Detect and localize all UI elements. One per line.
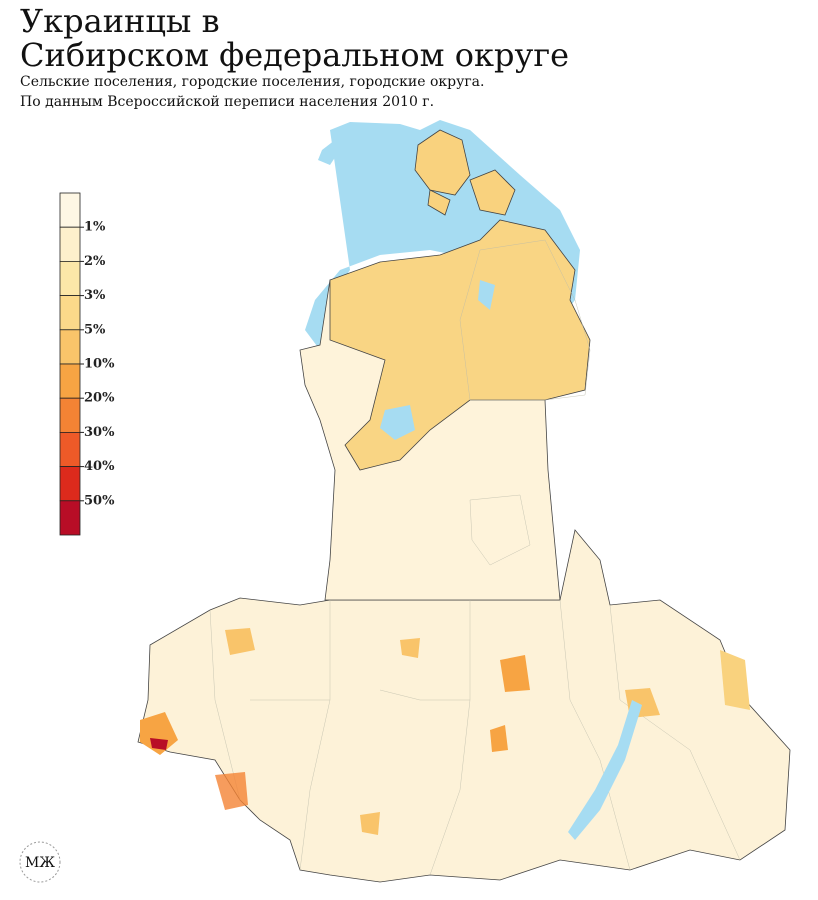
area <box>225 628 255 655</box>
legend-swatch <box>59 431 81 467</box>
area <box>140 712 178 755</box>
sea <box>305 120 580 350</box>
subtitle-line: По данным Всероссийской переписи населен… <box>20 94 434 110</box>
sea <box>318 140 340 165</box>
area <box>720 650 750 710</box>
logo: МЖ <box>25 855 55 871</box>
legend-label: 20% <box>84 391 115 406</box>
island <box>469 169 516 216</box>
area <box>215 772 248 810</box>
legend-label: 10% <box>84 357 115 372</box>
legend-label: 40% <box>84 459 115 474</box>
legend-swatch <box>59 363 81 399</box>
logo-ring <box>19 841 61 883</box>
area <box>400 638 420 658</box>
area <box>490 725 508 752</box>
map <box>137 120 791 883</box>
legend-swatch <box>59 329 81 365</box>
island <box>414 129 471 196</box>
legend-label: 2% <box>84 254 106 269</box>
legend-label: 1% <box>84 220 106 235</box>
legend-swatch <box>59 466 81 502</box>
legend-swatch <box>59 295 81 331</box>
title-line: Сибирском федеральном округе <box>20 36 569 74</box>
region <box>469 494 531 566</box>
subtitle-line: Сельские поселения, городские поселения,… <box>20 74 484 90</box>
lake <box>380 405 415 440</box>
area <box>500 655 530 692</box>
region <box>329 219 591 471</box>
legend-label: 30% <box>84 425 115 440</box>
legend-swatch <box>59 500 81 536</box>
legend-swatch <box>59 226 81 262</box>
legend-swatch <box>59 192 81 228</box>
area <box>360 812 380 835</box>
lake <box>568 700 642 840</box>
legend-label: 3% <box>84 288 106 303</box>
lake <box>478 280 495 310</box>
legend-label: 5% <box>84 322 106 337</box>
legend-swatch <box>59 260 81 296</box>
legend-label: 50% <box>84 493 115 508</box>
legend: 1% 2% 3% 5% 10% 20% 30% 40% 50% <box>59 192 115 536</box>
title-line: Украинцы в <box>20 2 220 40</box>
region <box>459 239 591 401</box>
boundary <box>209 599 741 876</box>
island <box>427 189 451 216</box>
area <box>150 738 168 750</box>
legend-swatch <box>59 397 81 433</box>
